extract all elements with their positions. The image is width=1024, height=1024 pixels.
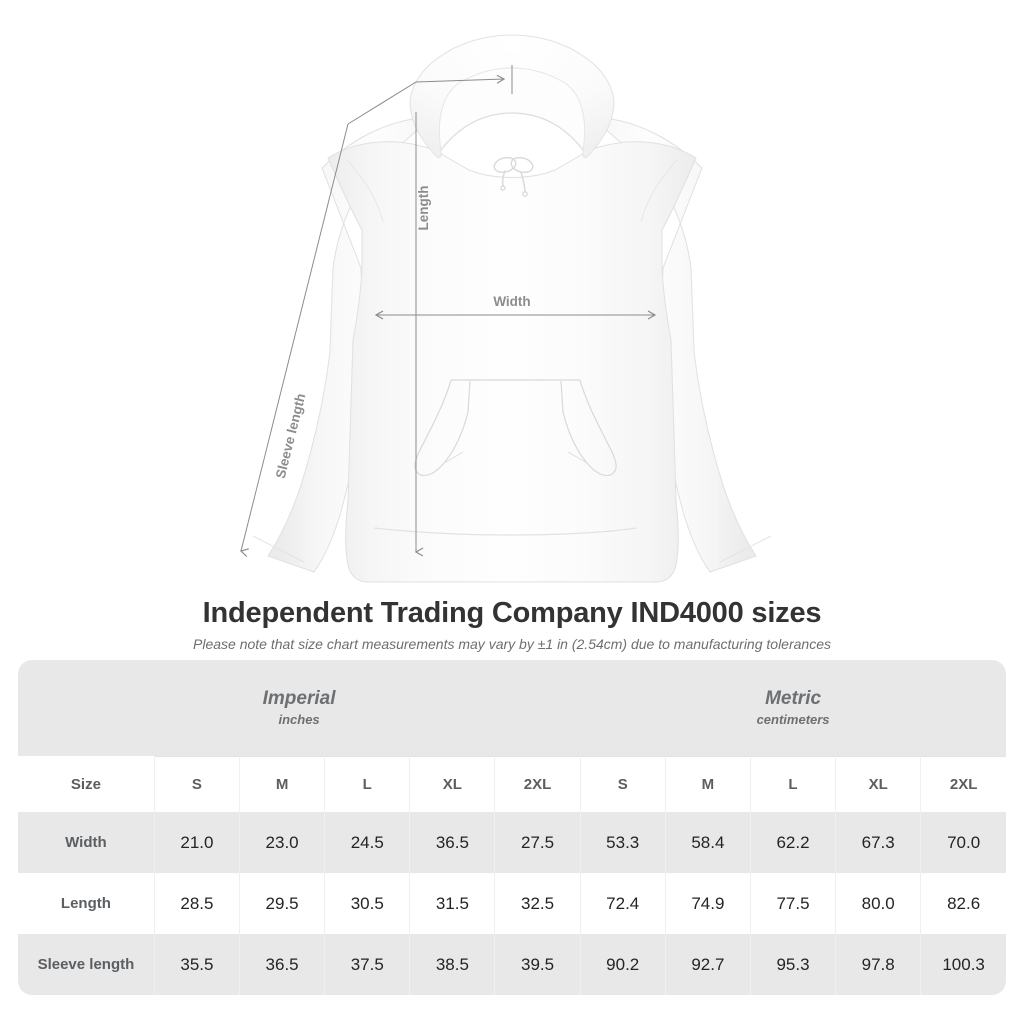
- svg-text:Length: Length: [416, 186, 431, 231]
- svg-text:Sleeve length: Sleeve length: [273, 392, 309, 480]
- svg-text:Width: Width: [493, 294, 530, 309]
